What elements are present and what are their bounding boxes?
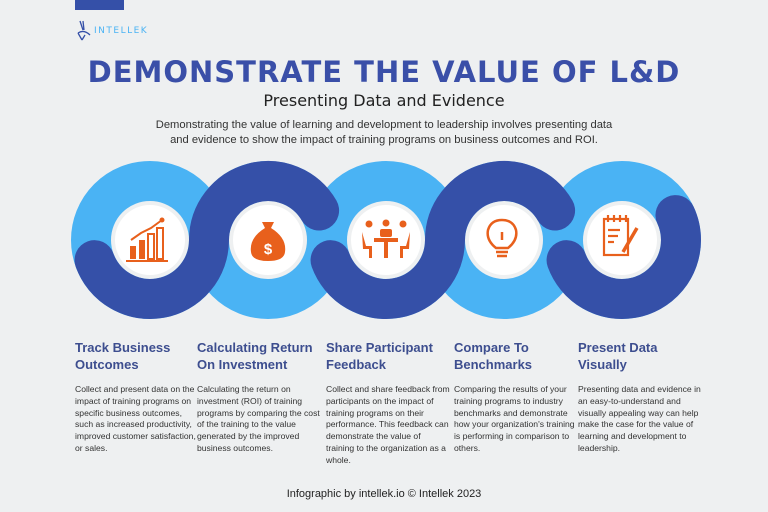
footer-credit: Infographic by intellek.io © Intellek 20… xyxy=(286,488,482,500)
step-track-business-outcomes: Track Business Outcomes Collect and pres… xyxy=(75,339,200,455)
icon-circle xyxy=(115,205,185,275)
page-title: DEMONSTRATE THE VALUE OF L&D xyxy=(87,55,681,89)
step-title: Present Data Visually xyxy=(578,340,658,372)
intellek-logo: INTELLEK xyxy=(76,20,148,42)
money-bag-icon: $ xyxy=(250,222,286,261)
step-title: Track Business Outcomes xyxy=(75,340,171,372)
antelope-logo-icon xyxy=(77,20,91,41)
step-share-participant-feedback: Share Participant Feedback Collect and s… xyxy=(326,339,451,467)
logo-text: INTELLEK xyxy=(94,26,149,36)
intro-text: Demonstrating the value of learning and … xyxy=(155,119,613,146)
svg-text:$: $ xyxy=(264,241,273,258)
step-description: Comparing the results of your training p… xyxy=(454,384,575,453)
icon-circle xyxy=(587,205,657,275)
step-description: Presenting data and evidence in an easy-… xyxy=(578,384,701,453)
bar-chart-growth-icon xyxy=(126,217,168,262)
step-title: Share Participant Feedback xyxy=(326,340,433,372)
step-compare-to-benchmarks: Compare To Benchmarks Comparing the resu… xyxy=(454,339,579,455)
step-title: Compare To Benchmarks xyxy=(454,340,533,372)
step-calculating-roi: Calculating Return On Investment Calcula… xyxy=(197,339,322,455)
meeting-table-icon xyxy=(362,219,410,258)
dark-s-link xyxy=(310,161,576,319)
top-accent-bar xyxy=(75,0,124,10)
icon-circle xyxy=(469,205,539,275)
dark-s-link xyxy=(74,161,340,319)
chain-diagram: $ xyxy=(71,161,702,319)
clipboard-pencil-icon xyxy=(602,215,639,257)
step-title: Calculating Return On Investment xyxy=(197,340,313,372)
lightbulb-icon xyxy=(486,218,518,258)
step-present-data-visually: Present Data Visually Presenting data an… xyxy=(578,339,703,455)
step-description: Calculating the return on investment (RO… xyxy=(197,384,320,453)
dark-s-link xyxy=(546,195,702,319)
page-subtitle: Presenting Data and Evidence xyxy=(263,91,505,110)
step-description: Collect and share feedback from particip… xyxy=(326,384,450,465)
step-description: Collect and present data on the impact o… xyxy=(75,384,196,453)
